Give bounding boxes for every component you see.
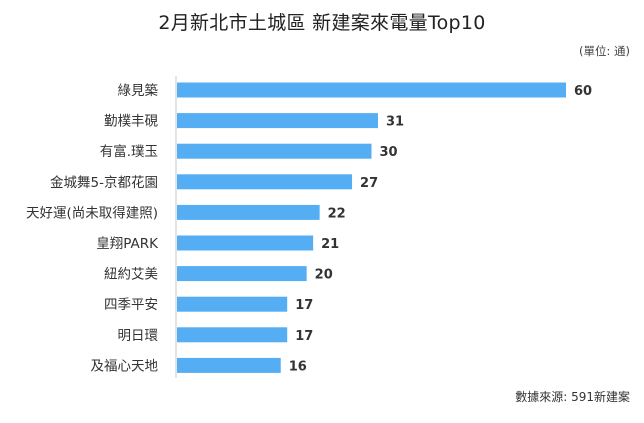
bar — [177, 266, 307, 282]
category-label: 紐約艾美 — [104, 267, 158, 283]
value-label: 60 — [574, 84, 592, 99]
source-note: 數據來源: 591新建案 — [515, 390, 630, 404]
value-label: 20 — [315, 268, 333, 283]
value-label: 27 — [360, 176, 378, 191]
category-label: 及福心天地 — [91, 358, 159, 374]
category-label: 金城舞5-京都花園 — [50, 175, 158, 191]
category-label: 四季平安 — [104, 297, 158, 313]
category-label: 勤樸丰硯 — [104, 114, 158, 130]
category-label: 綠見築 — [118, 83, 159, 99]
bar — [177, 296, 288, 312]
bar — [177, 327, 288, 343]
category-label: 明日環 — [118, 328, 159, 344]
bar — [177, 113, 378, 129]
category-label: 皇翔PARK — [96, 236, 159, 252]
value-label: 17 — [295, 329, 313, 344]
value-label: 22 — [328, 206, 346, 221]
category-label: 天好運(尚未取得建照) — [26, 204, 158, 221]
category-label: 有富.璞玉 — [100, 143, 158, 160]
value-label: 17 — [295, 298, 313, 313]
value-label: 21 — [321, 237, 339, 252]
bar — [177, 235, 314, 251]
bar — [177, 82, 566, 98]
bars-group: 綠見築 60 勤樸丰硯 31 有富.璞玉 30 金城舞5-京都花園 27 天好運(尚未取得建照)… — [26, 82, 592, 374]
value-label: 30 — [380, 145, 398, 160]
chart-title: 2月新北市土城區 新建案來電量Top10 — [158, 12, 486, 34]
value-label: 31 — [386, 115, 404, 130]
value-label: 16 — [289, 359, 307, 374]
bar — [177, 174, 353, 190]
bar — [177, 204, 320, 220]
unit-note: (單位: 通) — [578, 44, 630, 58]
bar — [177, 357, 281, 373]
bar — [177, 143, 372, 159]
